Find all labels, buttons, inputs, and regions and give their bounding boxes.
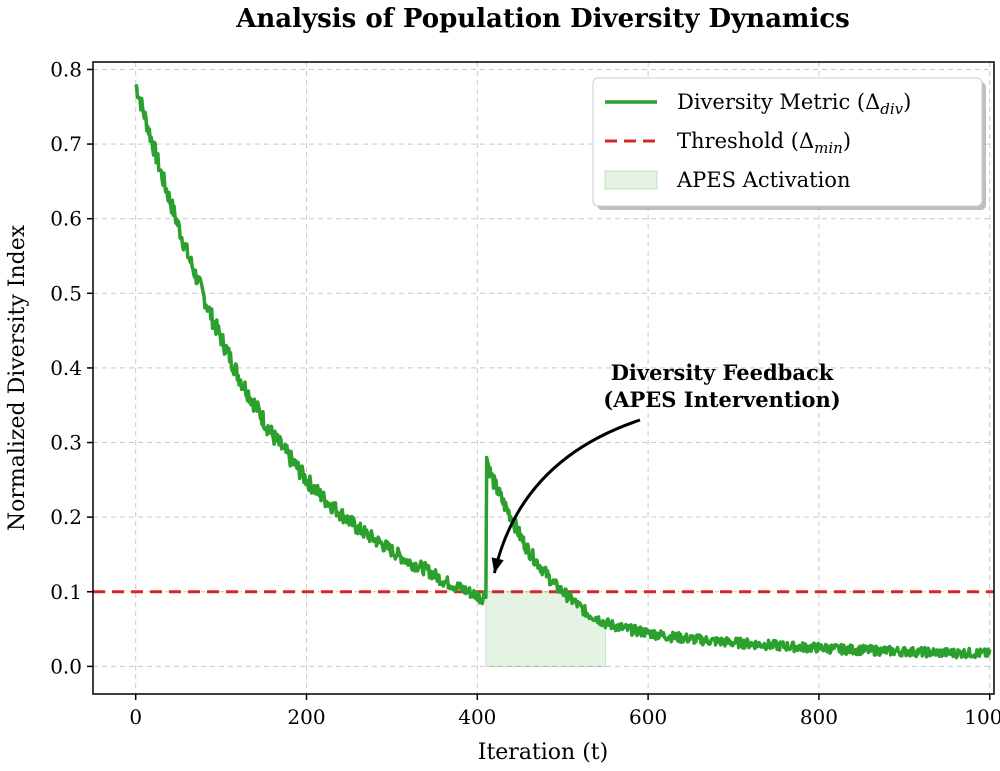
plot-frame [92,61,995,695]
y-tick-label: 0.0 [50,654,82,678]
chart-title: Analysis of Population Diversity Dynamic… [235,4,850,34]
y-tick-label: 0.5 [50,281,82,305]
y-tick-label: 0.7 [50,132,82,156]
x-tick-label: 600 [629,705,667,729]
annotation-arrowhead [491,557,504,574]
y-tick-label: 0.4 [50,356,82,380]
diversity-metric-line [134,83,992,660]
y-tick-label: 0.8 [50,57,82,81]
y-tick-label: 0.3 [50,431,82,455]
legend-box [592,77,983,207]
legend-entry-1: Threshold (Δmin) [677,129,851,157]
legend-entry-0: Diversity Metric (Δdiv) [677,90,911,118]
x-axis-label: Iteration (t) [478,740,608,765]
annotation-text: Diversity Feedback [611,360,834,385]
x-tick-label: 0 [129,705,142,729]
y-tick-label: 0.6 [50,207,82,231]
legend: Diversity Metric (Δdiv) Threshold (Δmin) A… [592,77,986,210]
annotation-arrow [492,418,641,574]
legend-area-swatch [604,170,658,190]
x-tick-label: 800 [800,705,838,729]
diversity-line-layer [134,83,992,660]
y-tick-label: 0.1 [50,580,82,604]
x-tick-label: 200 [287,705,325,729]
activation-area-layer [485,591,606,667]
apes-activation-area [485,591,606,667]
x-tick-label: 400 [458,705,496,729]
annotation-text: (APES Intervention) [603,387,840,412]
y-tick-label: 0.2 [50,505,82,529]
legend-entry-2: APES Activation [676,168,850,192]
annotation: Diversity Feedback(APES Intervention) [491,360,841,574]
y-axis-label: Normalized Diversity Index [5,224,30,531]
